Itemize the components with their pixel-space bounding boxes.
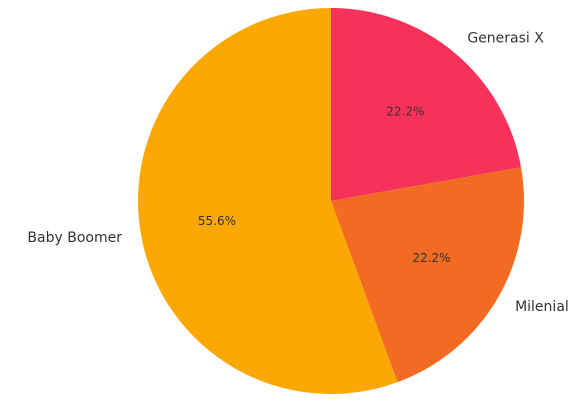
- slice-label-generasi-x: Generasi X: [467, 30, 544, 46]
- slice-label-baby-boomer: Baby Boomer: [27, 230, 122, 246]
- pie-slice-milenial: [331, 167, 524, 383]
- slice-percent-milenial: 22.2%: [412, 251, 450, 265]
- labels-group: Generasi X 22.2% Milenial 22.2% Baby Boomer 5…: [27, 30, 568, 314]
- pie-slice-baby-boomer: [137, 8, 398, 394]
- slice-percent-generasi-x: 22.2%: [386, 105, 424, 119]
- pie-slice-generasi-x: [331, 8, 522, 201]
- slice-label-milenial: Milenial: [515, 299, 569, 315]
- slices-group: [137, 8, 524, 394]
- slice-percent-baby-boomer: 55.6%: [198, 214, 236, 228]
